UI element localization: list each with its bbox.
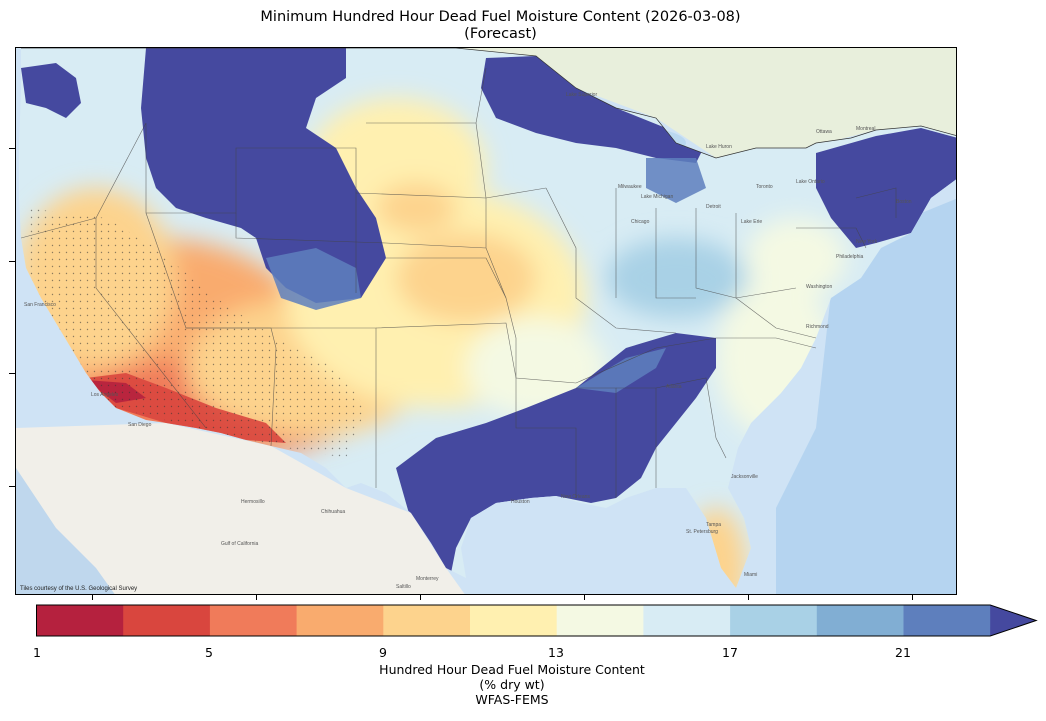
basemap-label: Chicago (631, 219, 650, 225)
colorbar-label: Hundred Hour Dead Fuel Moisture Content (379, 662, 645, 677)
colorbar-outline (36, 604, 1038, 637)
basemap-label: Hermosillo (241, 499, 265, 505)
chart-subtitle: (Forecast) (464, 26, 537, 42)
chart-title: Minimum Hundred Hour Dead Fuel Moisture … (260, 9, 741, 25)
x-axis-tick (748, 595, 749, 600)
colorbar-tick-label: 13 (548, 645, 564, 660)
basemap-label: Lake Huron (706, 144, 732, 150)
basemap-label: Montreal (856, 126, 875, 132)
atlantic-deep (776, 198, 956, 594)
x-axis-tick (256, 595, 257, 600)
colorbar-tick-label: 17 (722, 645, 738, 660)
colorbar-bin (556, 605, 644, 636)
basemap-label: Chihuahua (321, 509, 345, 515)
tile-credit: Tiles courtesy of the U.S. Geological Su… (20, 586, 138, 592)
y-axis-tick (9, 486, 15, 487)
colorbar-bin (470, 605, 558, 636)
colorbar-tick-label: 1 (33, 645, 41, 660)
national-border (21, 48, 956, 159)
colorbar-bin (123, 605, 211, 636)
basemap-label: Monterrey (416, 576, 439, 582)
colorbar-bin (730, 605, 818, 636)
colorbar-tick-label: 5 (205, 645, 213, 660)
colorbar (36, 604, 1038, 637)
y-axis-tick (9, 261, 15, 262)
basemap-label: Los Angeles (91, 392, 119, 398)
basemap-label: Tampa (706, 522, 721, 528)
basemap-labels: San Francisco Los Angeles San Diego Herm… (24, 92, 912, 590)
basemap-label: Lake Michigan (641, 194, 673, 200)
x-axis-tick (912, 595, 913, 600)
basemap-label: Milwaukee (618, 184, 642, 190)
basemap-label: Richmond (806, 324, 829, 330)
basemap-label: Detroit (706, 204, 721, 210)
state-boundaries (20, 67, 897, 498)
colorbar-bin (903, 605, 991, 636)
basemap-label: Lake Erie (741, 219, 762, 225)
basemap-label: Houston (511, 499, 530, 505)
basemap-label: Philadelphia (836, 254, 863, 260)
basemap-label: New Orleans (561, 494, 590, 500)
colorbar-units: (% dry wt) (479, 677, 545, 692)
x-axis-tick (420, 595, 421, 600)
colorbar-extend-arrow (990, 605, 1037, 636)
mexico-land (16, 423, 465, 594)
colorbar-bin (296, 605, 384, 636)
colorbar-bin (36, 605, 124, 636)
colorbar-tick-label: 21 (895, 645, 911, 660)
basemap-label: Ottawa (816, 129, 832, 135)
pacific-deep (16, 468, 115, 594)
y-axis-tick (9, 148, 15, 149)
map-panel[interactable]: San Francisco Los Angeles San Diego Herm… (15, 47, 957, 595)
basemap-label: Toronto (756, 184, 773, 190)
basemap-label: San Diego (128, 422, 152, 428)
basemap-label: San Francisco (24, 302, 56, 308)
canada-land (456, 48, 956, 158)
basemap-label: Miami (744, 572, 757, 578)
basemap-label: Saltillo (396, 584, 411, 590)
x-axis-tick (92, 595, 93, 600)
basemap-label: Atlanta (666, 384, 682, 390)
basemap-label: Lake Superior (566, 92, 597, 98)
colorbar-source: WFAS-FEMS (475, 692, 549, 707)
basemap-label: Boston (896, 199, 912, 205)
basemap-label: Lake Ontario (796, 179, 825, 185)
colorbar-bin (383, 605, 471, 636)
colorbar-tick-label: 9 (379, 645, 387, 660)
basemap-label: Washington (806, 284, 832, 290)
colorbar-bin (643, 605, 731, 636)
colorbar-bin (816, 605, 904, 636)
y-axis-tick (9, 373, 15, 374)
x-axis-tick (584, 595, 585, 600)
fuel-moisture-map: San Francisco Los Angeles San Diego Herm… (16, 48, 956, 594)
colorbar-bin (209, 605, 298, 636)
basemap-label: Gulf of California (221, 541, 258, 547)
basemap-label: New York (856, 239, 878, 245)
basemap-label: Jacksonville (731, 474, 758, 480)
basemap-label: St. Petersburg (686, 529, 718, 535)
